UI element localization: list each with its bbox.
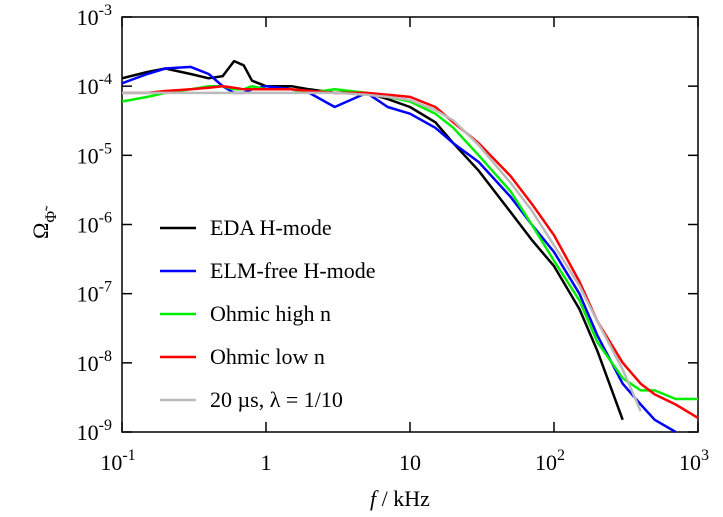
tick-exponent: -6: [99, 210, 112, 227]
legend-label: EDA H-mode: [210, 215, 332, 240]
y-tick-label: 10-5: [77, 140, 112, 168]
tick-exponent: -9: [99, 417, 112, 434]
tick-base: 10: [77, 74, 99, 99]
tick-base: 10: [77, 351, 99, 376]
x-tick-label: 103: [679, 447, 709, 475]
tick-exponent: -8: [99, 348, 112, 365]
y-tick-label: 10-3: [77, 2, 112, 30]
x-tick-label: 1: [261, 450, 272, 475]
tick-exponent: 3: [701, 447, 709, 464]
series-line: [122, 84, 699, 419]
tick-exponent: -1: [122, 447, 135, 464]
tick-base: 10: [100, 450, 122, 475]
series-line: [121, 65, 677, 434]
y-axis-label: ΩΦ̃: [28, 205, 60, 239]
legend-label: Ohmic high n: [210, 301, 331, 326]
tick-base: 10: [77, 213, 99, 238]
tick-base: 10: [77, 143, 99, 168]
x-tick-label: 10-1: [100, 447, 135, 475]
x-tick-label: 102: [535, 447, 565, 475]
tick-base: 10: [77, 5, 99, 30]
y-tick-label: 10-6: [77, 210, 112, 238]
tick-exponent: -4: [99, 71, 112, 88]
tick-base: 10: [77, 282, 99, 307]
legend-label: Ohmic low n: [210, 344, 325, 369]
series-line: [121, 59, 624, 421]
tick-exponent: -3: [99, 2, 112, 19]
tick-base: 10: [679, 450, 701, 475]
tick-base: 10: [77, 420, 99, 445]
y-tick-label: 10-7: [77, 279, 112, 307]
tick-exponent: -7: [99, 279, 112, 296]
tick-base: 10: [535, 450, 557, 475]
series-line: [122, 91, 642, 412]
tick-exponent: 2: [557, 447, 565, 464]
legend-label: ELM-free H-mode: [210, 258, 376, 283]
x-tick-label: 10: [399, 450, 421, 475]
series-line: [121, 84, 698, 401]
legend-label: 20 µs, λ = 1/10: [210, 387, 343, 412]
tick-exponent: -5: [99, 140, 112, 157]
y-tick-label: 10-4: [77, 71, 112, 99]
y-tick-label: 10-8: [77, 348, 112, 376]
x-axis-label: f / kHz: [370, 486, 430, 511]
y-tick-label: 10-9: [77, 417, 112, 445]
